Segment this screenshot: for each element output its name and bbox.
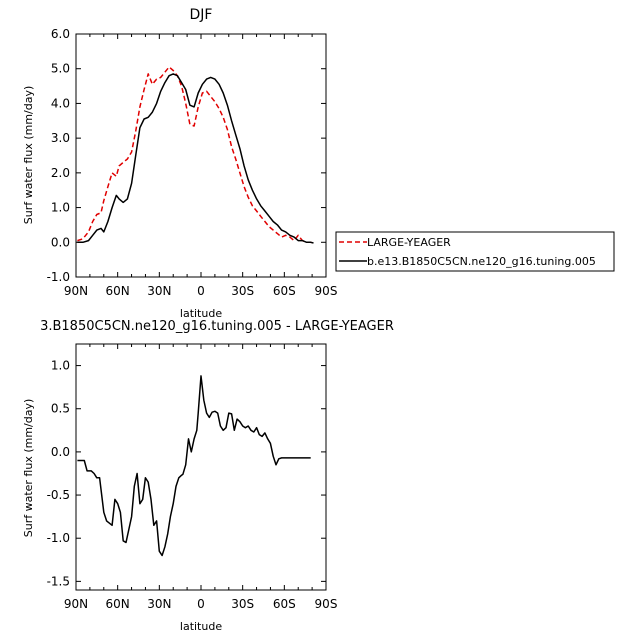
top-y-tick-label: 4.0: [51, 96, 70, 110]
legend: LARGE-YEAGER b.e13.B1850C5CN.ne120_g16.t…: [335, 231, 615, 272]
top-y-tick-label: -1.0: [47, 270, 70, 284]
bottom-x-axis-label: latitude: [180, 620, 222, 633]
top-x-axis-label: latitude: [180, 307, 222, 320]
legend-label-large-yeager: LARGE-YEAGER: [367, 236, 451, 249]
top-chart-title: DJF: [190, 7, 213, 23]
bottom-x-tick-label: 60S: [273, 597, 296, 611]
top-y-tick-label: 1.0: [51, 201, 70, 215]
top-x-tick-label: 30N: [147, 284, 171, 298]
bottom-y-tick-label: 1.0: [51, 359, 70, 373]
bottom-y-tick-label: -1.0: [47, 531, 70, 545]
top-x-tick-label: 60S: [273, 284, 296, 298]
bottom-y-tick-label: 0.0: [51, 445, 70, 459]
bottom-series-line-0: [77, 375, 311, 557]
bottom-y-axis-label: Surf water flux (mm/day): [22, 399, 35, 538]
top-y-tick-label: 5.0: [51, 62, 70, 76]
top-series-line-1: [77, 73, 314, 244]
top-chart-panel: 90N 60N 30N 0 30S 60S 90S -1.0 0.0 1.0 2.0 3.0 4.0 5.…: [47, 27, 338, 298]
bottom-x-tick-label: 90S: [315, 597, 338, 611]
top-x-tick-label: 0: [197, 284, 205, 298]
legend-label-tuning: b.e13.B1850C5CN.ne120_g16.tuning.005: [367, 255, 596, 268]
top-x-tick-label: 30S: [231, 284, 254, 298]
bottom-chart-title: 3.B1850C5CN.ne120_g16.tuning.005 - LARGE…: [40, 319, 394, 334]
top-series-line-0: [77, 66, 314, 244]
bottom-y-tick-label: -1.5: [47, 574, 70, 588]
bottom-y-tick-label: 0.5: [51, 402, 70, 416]
bottom-x-tick-label: 90N: [64, 597, 88, 611]
bottom-x-tick-label: 0: [197, 597, 205, 611]
legend-box: [335, 231, 615, 272]
top-y-tick-label: 2.0: [51, 166, 70, 180]
top-y-axis-label: Surf water flux (mm/day): [22, 86, 35, 225]
bottom-x-tick-label: 60N: [106, 597, 130, 611]
top-x-tick-label: 90S: [315, 284, 338, 298]
top-plot-frame: [75, 33, 327, 278]
bottom-y-tick-label: -0.5: [47, 488, 70, 502]
bottom-x-tick-label: 30N: [147, 597, 171, 611]
top-x-tick-label: 90N: [64, 284, 88, 298]
top-x-tick-label: 60N: [106, 284, 130, 298]
bottom-chart-panel: 90N 60N 30N 0 30S 60S 90S -1.5 -1.0 -0.5 0.0 0.5 1.0: [47, 343, 338, 611]
top-y-tick-label: 0.0: [51, 235, 70, 249]
top-y-tick-label: 3.0: [51, 131, 70, 145]
top-y-tick-label: 6.0: [51, 27, 70, 41]
bottom-x-tick-label: 30S: [231, 597, 254, 611]
